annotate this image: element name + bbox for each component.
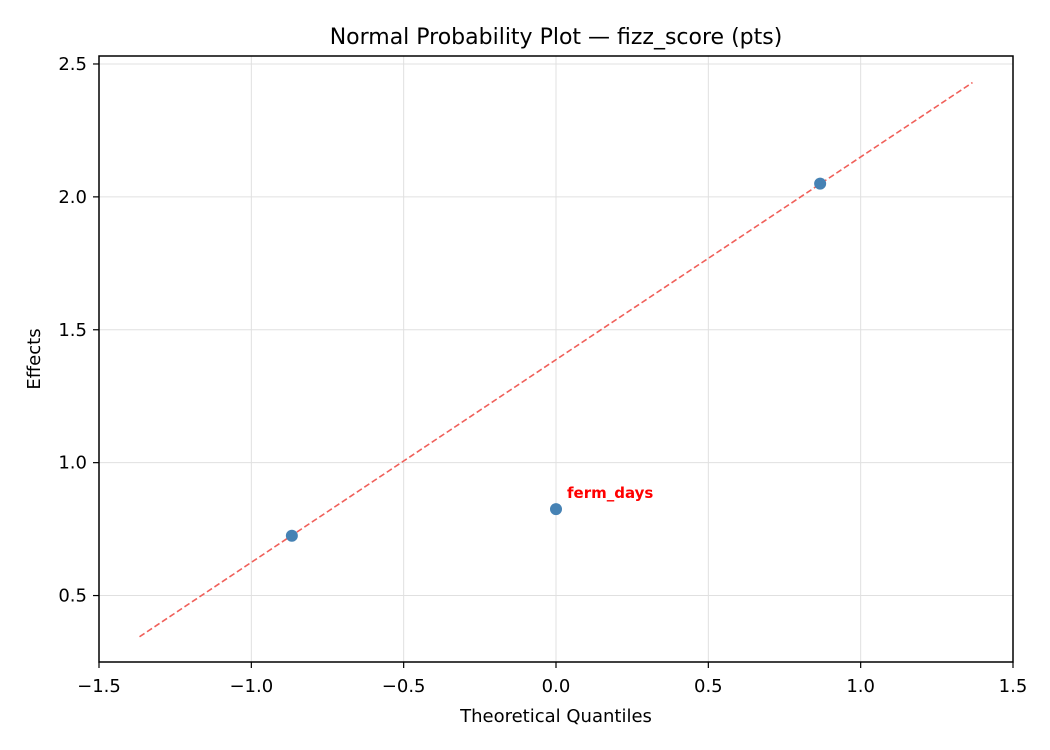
points-layer [285,177,827,542]
data-point [285,529,298,542]
x-tick-label: 1.0 [846,676,875,697]
x-tick-label: 0.0 [542,676,571,697]
x-tick-label: −1.5 [77,676,121,697]
x-tick-label: 0.5 [694,676,723,697]
reference-line [139,81,973,638]
x-tick-label: 1.5 [999,676,1028,697]
data-point [550,503,562,516]
data-point [814,177,827,190]
point-annotation: ferm_days [567,484,653,502]
y-axis: 0.5 1.0 1.5 2.0 2.5 [58,54,99,607]
y-tick-label: 0.5 [58,586,87,607]
reference-line-layer [139,81,973,638]
x-axis: −1.5 −1.0 −0.5 0.0 0.5 1.0 1.5 [77,662,1027,697]
x-axis-label: Theoretical Quantiles [459,706,652,727]
y-axis-label: Effects [24,328,45,389]
y-tick-label: 1.5 [58,320,87,341]
chart-title: Normal Probability Plot — fizz_score (pt… [330,25,783,50]
x-tick-label: −0.5 [382,676,426,697]
y-tick-label: 2.5 [58,54,87,75]
x-tick-label: −1.0 [229,676,273,697]
annotation-layer: ferm_days [567,484,653,502]
y-tick-label: 2.0 [58,187,87,208]
y-tick-label: 1.0 [58,453,87,474]
